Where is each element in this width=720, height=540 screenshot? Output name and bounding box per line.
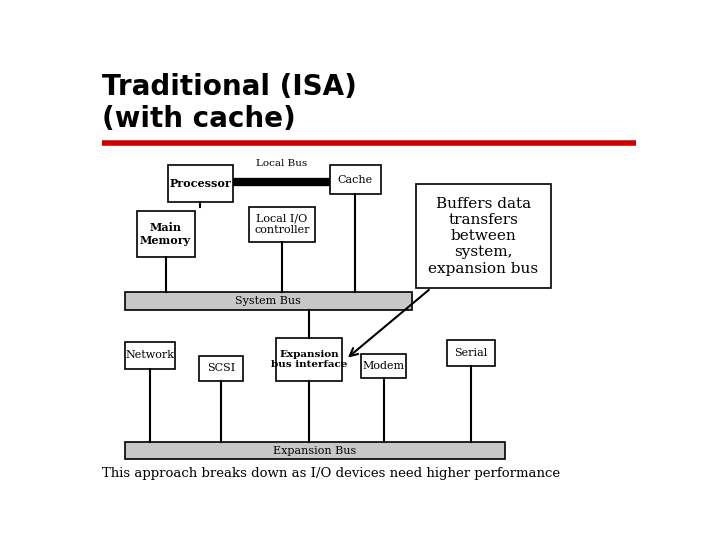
Text: Cache: Cache xyxy=(338,174,373,185)
Text: Serial: Serial xyxy=(454,348,487,358)
Bar xyxy=(125,442,505,459)
Bar xyxy=(249,207,315,242)
Text: System Bus: System Bus xyxy=(235,296,301,306)
Bar xyxy=(330,165,381,194)
Bar xyxy=(125,292,412,310)
Text: Expansion
bus interface: Expansion bus interface xyxy=(271,349,347,369)
Text: Processor: Processor xyxy=(170,178,231,189)
Bar xyxy=(199,356,243,381)
Bar xyxy=(137,211,194,257)
Bar xyxy=(276,338,342,381)
Text: Main
Memory: Main Memory xyxy=(140,222,191,246)
Text: Buffers data
transfers
between
system,
expansion bus: Buffers data transfers between system, e… xyxy=(428,197,539,275)
Bar xyxy=(168,165,233,202)
Text: (with cache): (with cache) xyxy=(102,105,295,133)
Bar xyxy=(361,354,406,378)
Text: Modem: Modem xyxy=(363,361,405,371)
Text: Network: Network xyxy=(125,350,174,361)
Text: SCSI: SCSI xyxy=(207,363,235,373)
Bar xyxy=(125,342,175,369)
Text: Expansion Bus: Expansion Bus xyxy=(273,446,356,456)
Text: Traditional (ISA): Traditional (ISA) xyxy=(102,72,356,100)
Text: This approach breaks down as I/O devices need higher performance: This approach breaks down as I/O devices… xyxy=(102,467,559,480)
Text: Local I/O
controller: Local I/O controller xyxy=(254,214,310,235)
Bar xyxy=(415,184,551,288)
Text: Local Bus: Local Bus xyxy=(256,159,307,168)
Bar xyxy=(446,340,495,366)
